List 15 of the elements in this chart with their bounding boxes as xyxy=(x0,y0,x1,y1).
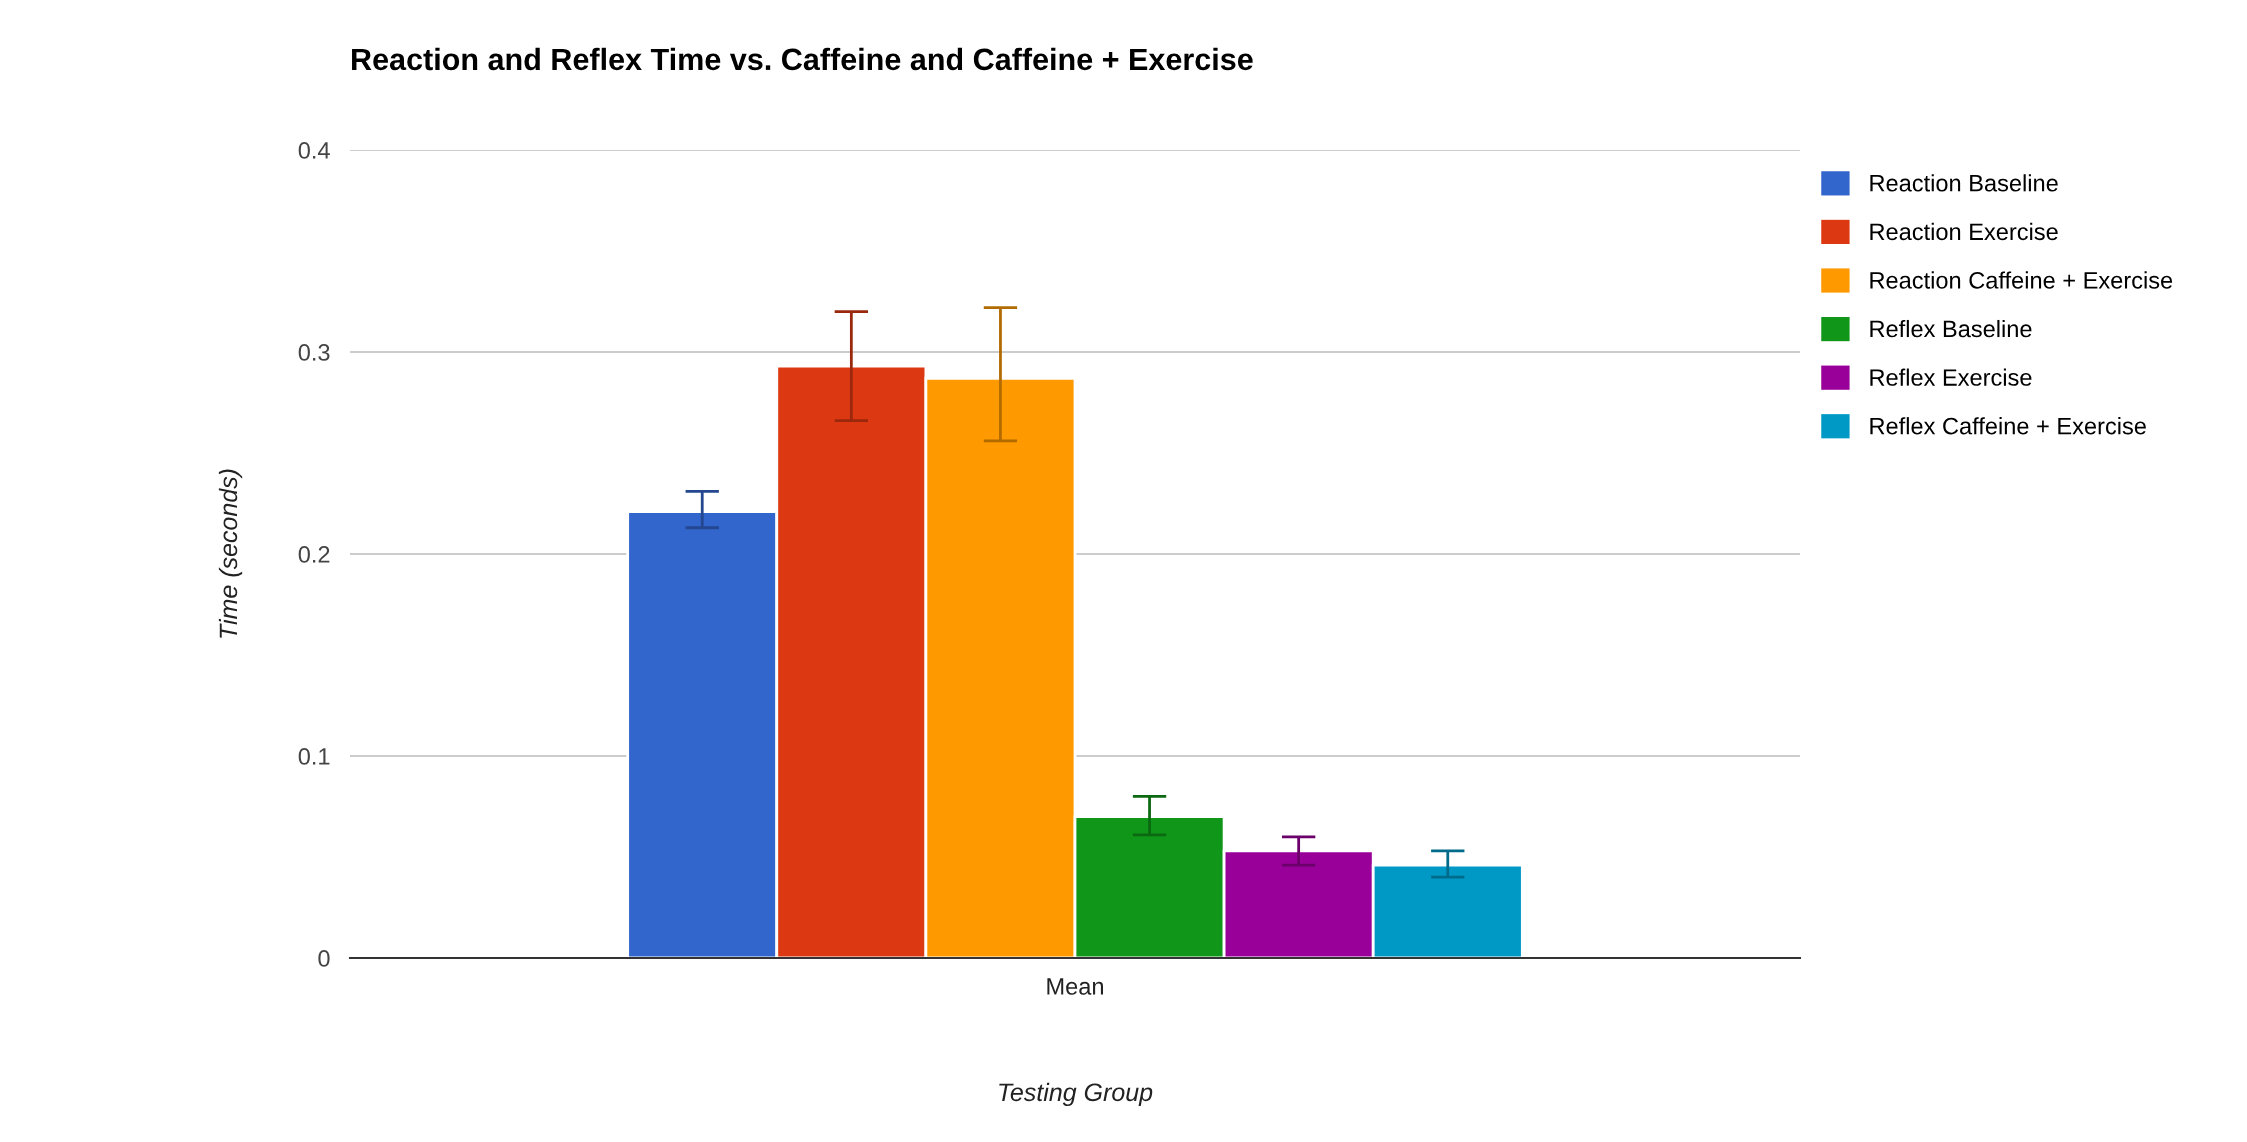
x-tick-label: Mean xyxy=(1047,978,1103,995)
y-tick-label: 0 xyxy=(318,950,330,967)
y-tick-label: 0.2 xyxy=(298,546,330,563)
legend-label: Reflex Baseline xyxy=(1870,319,2032,338)
x-axis-title: Testing Group xyxy=(999,1082,1153,1107)
legend-label: Reflex Exercise xyxy=(1870,368,2032,386)
y-tick-label: 0.1 xyxy=(298,748,330,765)
chart-title: Reaction and Reflex Time vs. Caffeine and Caffeine + Exercise xyxy=(352,47,1253,71)
legend-label: Reaction Baseline xyxy=(1870,174,2058,192)
legend-label: Reaction Exercise xyxy=(1870,222,2058,241)
y-axis-title: Time (seconds) xyxy=(218,469,243,638)
y-tick-label: 0.4 xyxy=(298,142,330,159)
legend-label: Reaction Caffeine + Exercise xyxy=(1870,271,2173,289)
legend-label: Reflex Caffeine + Exercise xyxy=(1870,417,2146,435)
y-tick-label: 0.3 xyxy=(298,344,330,361)
